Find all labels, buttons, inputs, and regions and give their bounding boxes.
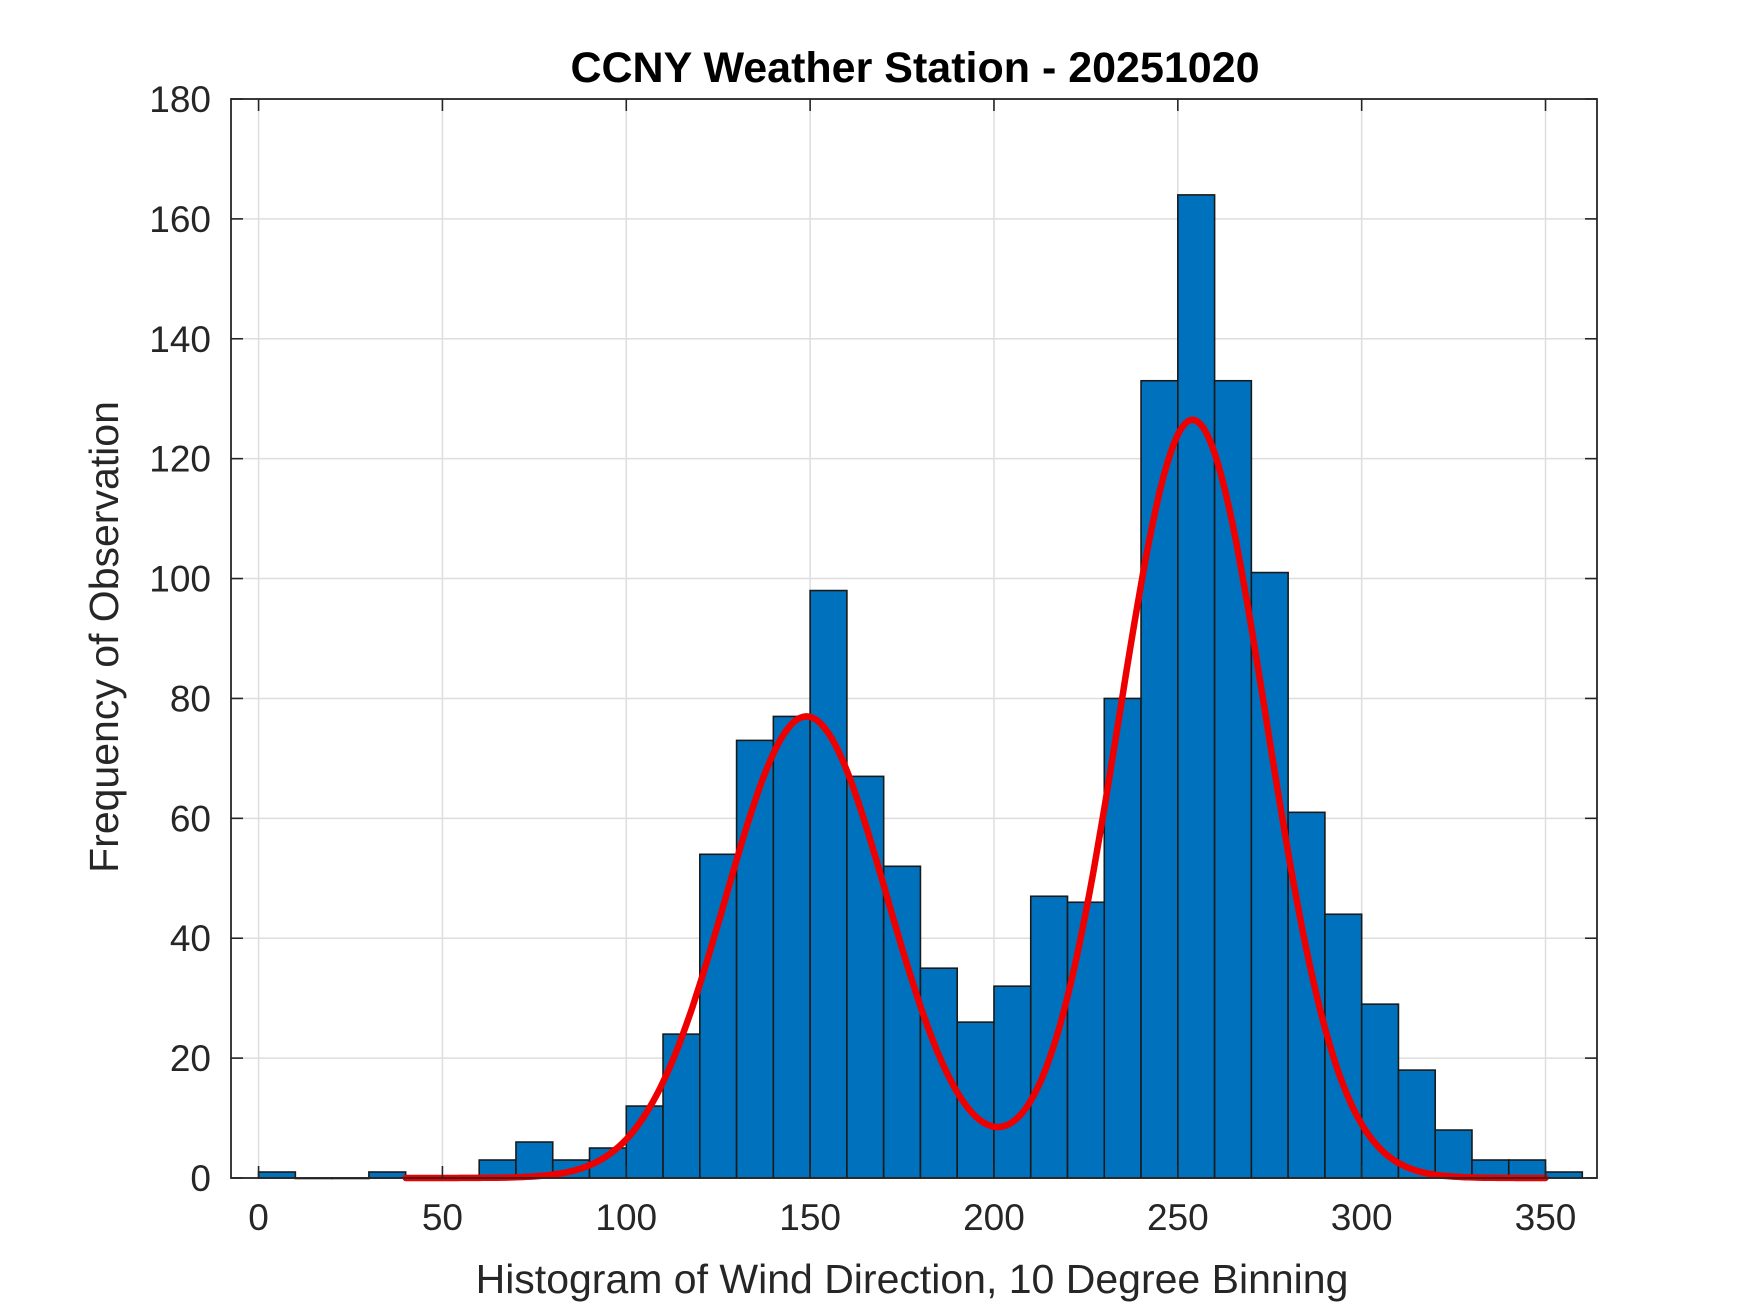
fit-curve [402,416,1549,1182]
histogram-bar [809,589,848,1179]
histogram-bar [1213,379,1253,1179]
y-tick-label: 160 [149,199,211,240]
histogram-bar [772,715,811,1179]
x-tick-label: 100 [595,1197,657,1238]
histogram-bar [735,739,775,1179]
x-tick-label: 300 [1331,1197,1393,1238]
plot-frame [230,98,1598,1179]
x-tick-label: 150 [779,1197,841,1238]
histogram-bar [1066,901,1106,1179]
chart-title: CCNY Weather Station - 20251020 [570,44,1259,92]
y-tick-labels: 0 20 40 60 80 100 120 140 160 180 [149,79,211,1199]
fit-curve-layer [402,416,1549,1182]
x-tick-label: 350 [1515,1197,1577,1238]
histogram-bar [1397,1069,1437,1179]
y-tick-label: 80 [170,678,211,719]
histogram-bar [662,1033,701,1179]
histogram-bar [1434,1129,1473,1179]
x-tick-label: 50 [422,1197,463,1238]
y-tick-label: 180 [149,79,211,120]
y-tick-label: 20 [170,1038,211,1079]
x-tick-label: 0 [248,1197,269,1238]
histogram-bar [919,967,959,1179]
y-tick-label: 140 [149,319,211,360]
histogram-bar [699,853,738,1179]
histogram-bar [993,985,1032,1179]
y-tick-label: 40 [170,918,211,959]
histogram-bar [1140,379,1179,1179]
y-axis-label: Frequency of Observation [81,401,127,873]
histogram-bar [882,865,922,1179]
y-tick-label: 0 [190,1158,211,1199]
y-tick-label: 60 [170,798,211,839]
y-tick-label: 120 [149,439,211,480]
histogram-bar [1029,895,1069,1179]
x-tick-label: 250 [1147,1197,1209,1238]
histogram-bar [1177,194,1216,1179]
axis-ticks [231,98,1597,1179]
histogram-bar [846,775,885,1179]
x-tick-labels: 0 50 100 150 200 250 300 350 [248,1197,1576,1238]
x-tick-label: 200 [963,1197,1025,1238]
y-tick-label: 100 [149,559,211,600]
x-axis-label: Histogram of Wind Direction, 10 Degree B… [476,1256,1349,1302]
histogram-bar [515,1141,554,1179]
